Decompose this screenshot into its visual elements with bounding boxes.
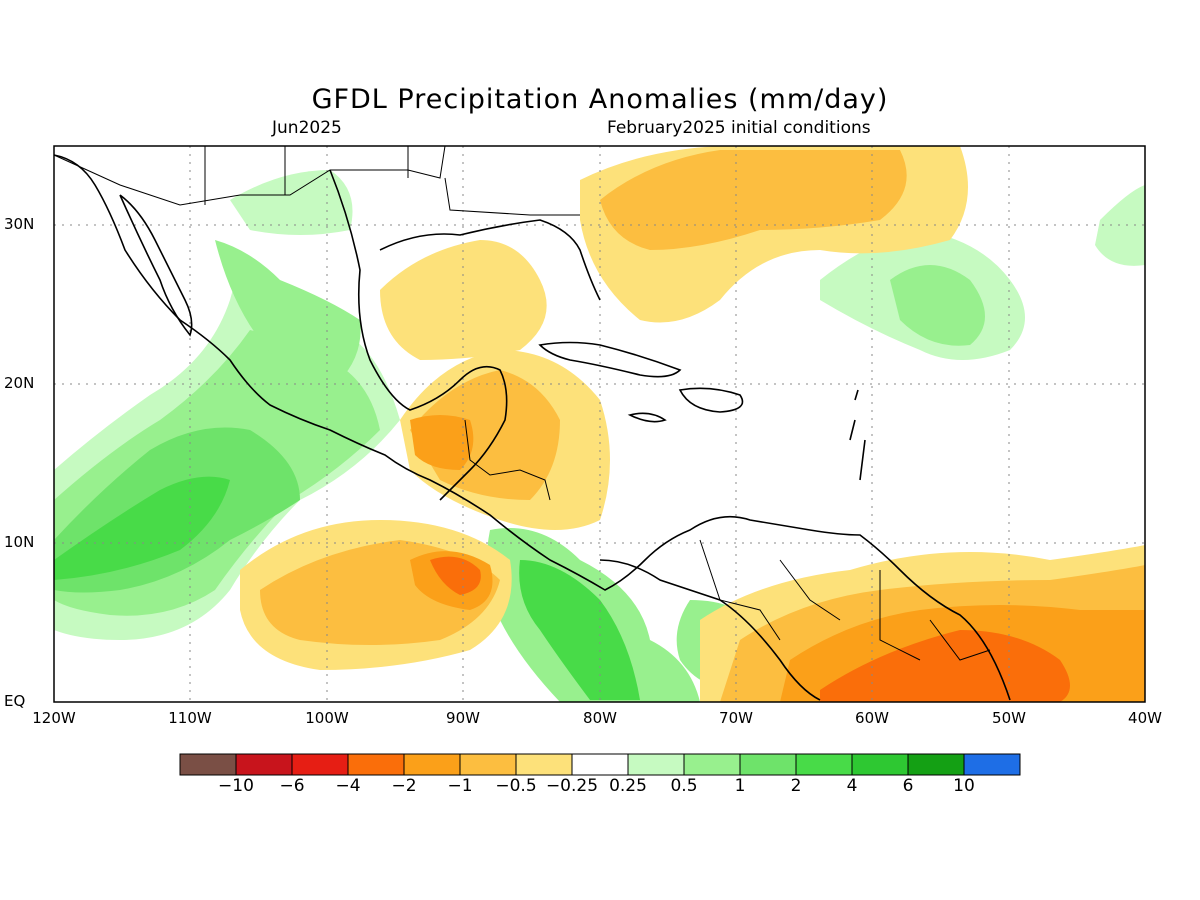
dry-region-guianas-4 xyxy=(820,630,1070,702)
colorbar-tick-label: −1 xyxy=(447,776,473,796)
colorbar-swatch xyxy=(347,753,405,776)
colorbar-swatch xyxy=(627,753,685,776)
colorbar-swatch xyxy=(235,753,293,776)
wet-region-panama-2 xyxy=(519,560,640,700)
lon-label-110w: 110W xyxy=(168,709,212,727)
graticule xyxy=(54,146,1145,702)
colorbar-swatch xyxy=(963,753,1021,776)
lat-label-eq: EQ xyxy=(4,692,26,710)
colorbar-swatch xyxy=(179,753,237,776)
colorbar-tick-label: 0.5 xyxy=(670,776,698,796)
lon-label-120w: 120W xyxy=(32,709,76,727)
lon-label-100w: 100W xyxy=(305,709,349,727)
colorbar-swatch xyxy=(515,753,573,776)
wet-region-atlantic-2 xyxy=(890,265,985,346)
dry-region-central-pacific-4 xyxy=(430,556,481,595)
init-conditions-label: February2025 initial conditions xyxy=(607,118,871,138)
colorbar-swatch xyxy=(739,753,797,776)
lon-label-90w: 90W xyxy=(446,709,480,727)
colorbar-tick-label: 2 xyxy=(790,776,802,796)
colorbar-tick-label: −2 xyxy=(391,776,417,796)
colorbar-tick-label: −4 xyxy=(335,776,361,796)
political-borders xyxy=(53,145,991,661)
dry-region-honduras xyxy=(410,415,474,470)
anomaly-field xyxy=(54,146,1145,702)
map-title: GFDL Precipitation Anomalies (mm/day) xyxy=(311,84,889,115)
colorbar-tick-label: 0.25 xyxy=(609,776,647,796)
colorbar-swatch xyxy=(795,753,853,776)
valid-month-label: Jun2025 xyxy=(272,118,342,138)
lat-label-10n: 10N xyxy=(4,533,35,551)
wet-region-east-pacific-4 xyxy=(54,476,230,580)
wet-region-southeast-us xyxy=(230,170,353,235)
lon-label-80w: 80W xyxy=(583,709,617,727)
colorbar-swatch xyxy=(851,753,909,776)
colorbar-swatch xyxy=(291,753,349,776)
colorbar-tick-label: −6 xyxy=(279,776,305,796)
colorbar-tick-label: 10 xyxy=(953,776,975,796)
colorbar-swatch xyxy=(459,753,517,776)
colorbar-swatch xyxy=(403,753,461,776)
colorbar-tick-label: 6 xyxy=(902,776,914,796)
colorbar-swatch xyxy=(907,753,965,776)
colorbar-tick-label: 4 xyxy=(846,776,858,796)
colorbar-swatch xyxy=(683,753,741,776)
lat-label-20n: 20N xyxy=(4,374,35,392)
map-frame xyxy=(53,145,1146,703)
colorbar-swatch xyxy=(571,753,629,776)
colorbar-tick-label: −10 xyxy=(218,776,254,796)
colorbar-tick-label: 1 xyxy=(734,776,746,796)
colorbar xyxy=(179,753,1021,776)
lon-label-70w: 70W xyxy=(719,709,753,727)
lon-label-60w: 60W xyxy=(855,709,889,727)
lon-label-40w: 40W xyxy=(1128,709,1162,727)
lat-label-30n: 30N xyxy=(4,215,35,233)
lon-label-50w: 50W xyxy=(992,709,1026,727)
colorbar-tick-label: −0.5 xyxy=(495,776,537,796)
colorbar-tick-label: −0.25 xyxy=(545,776,599,796)
wet-region-mexico xyxy=(215,240,361,390)
